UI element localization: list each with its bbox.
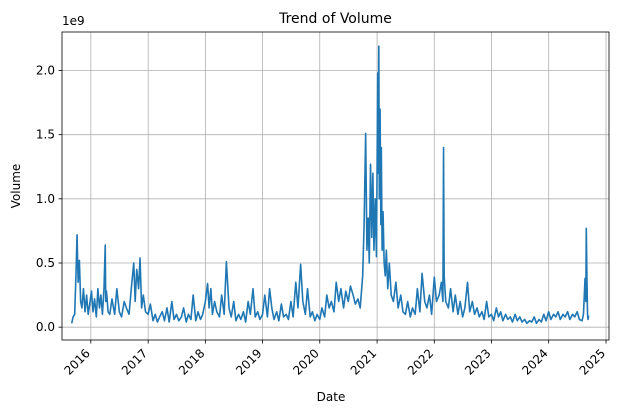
y-axis: 0.0 0.5 1.0 1.5 2.0 (36, 64, 62, 334)
y-tick-label: 2.0 (36, 64, 55, 78)
y-axis-title: Volume (9, 164, 23, 209)
plot-frame (61, 31, 610, 341)
y-tick-label: 0.0 (36, 320, 55, 334)
grid (62, 32, 609, 340)
y-offset-label: 1e9 (62, 14, 85, 28)
y-tick-label: 0.5 (36, 256, 55, 270)
series-layer (70, 45, 590, 325)
y-tick-label: 1.0 (36, 192, 55, 206)
x-axis-title: Date (317, 390, 346, 404)
y-tick-label: 1.5 (36, 128, 55, 142)
volume-series-line (70, 45, 590, 325)
chart-title: Trend of Volume (278, 11, 392, 27)
